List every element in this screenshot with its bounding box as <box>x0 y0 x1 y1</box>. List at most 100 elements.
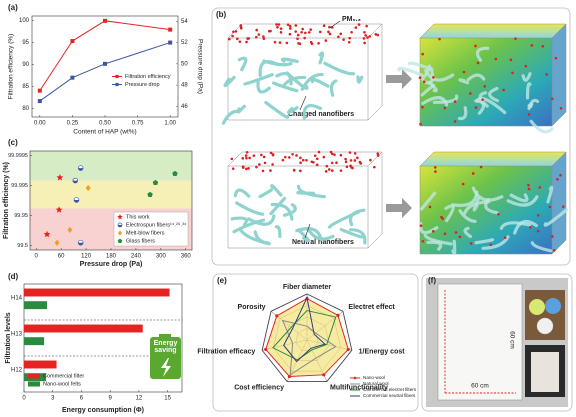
particle <box>536 229 540 233</box>
point <box>336 313 340 317</box>
particle <box>347 40 351 44</box>
y-tick-label: 99.5 <box>17 243 28 249</box>
fiber <box>300 73 324 91</box>
fiber-label: Neutral nanofibers <box>292 239 354 246</box>
particle <box>433 166 437 169</box>
y2-tick-label: 50 <box>181 61 188 67</box>
y2-tick-label: 48 <box>181 83 188 89</box>
point <box>168 27 173 32</box>
particle <box>245 167 248 171</box>
particle <box>550 97 554 101</box>
fiber <box>253 230 270 245</box>
point <box>103 61 107 66</box>
particle <box>327 30 330 34</box>
particle <box>527 183 530 187</box>
fiber <box>302 104 323 120</box>
particle <box>258 163 261 166</box>
point <box>73 197 80 203</box>
particle <box>301 158 305 162</box>
particle <box>245 151 249 154</box>
fiber <box>247 214 276 226</box>
particle <box>300 30 303 34</box>
particle <box>289 27 292 30</box>
x-tick-label: 0.75 <box>132 121 144 127</box>
fiber <box>474 238 495 245</box>
particle <box>419 224 423 228</box>
particle <box>231 167 235 170</box>
particle <box>269 29 272 33</box>
legend-label: Commercial neutral fibers <box>363 393 416 398</box>
particle <box>288 32 292 36</box>
particle <box>364 34 367 37</box>
particle <box>299 156 302 160</box>
point <box>77 239 84 246</box>
flow-field <box>552 24 566 126</box>
x-tick-label: 15 <box>164 396 171 402</box>
fiber <box>420 64 432 81</box>
particle <box>556 177 559 181</box>
particle <box>502 88 505 92</box>
particle <box>269 151 273 155</box>
point <box>287 374 292 379</box>
dimension-label: 60 cm <box>471 383 489 390</box>
legend-marker <box>117 214 123 220</box>
point <box>43 230 51 238</box>
particle <box>514 37 517 40</box>
particle <box>263 161 267 165</box>
fiber <box>349 228 367 245</box>
annotation: saving <box>154 347 176 354</box>
fiber <box>408 61 433 71</box>
fiber <box>232 218 266 234</box>
fiber <box>475 96 507 115</box>
radar-series <box>281 319 337 376</box>
particle <box>309 28 312 31</box>
point <box>168 40 173 45</box>
particle <box>428 205 432 209</box>
particle <box>354 26 358 29</box>
fiber <box>270 202 294 221</box>
pointer <box>329 20 341 29</box>
axis-label: Multifunctionality <box>330 385 388 392</box>
filter-panel <box>437 283 523 401</box>
particle <box>474 44 477 48</box>
x-tick-label: 0.50 <box>99 121 111 127</box>
flow-field <box>552 152 566 254</box>
y2-tick-label: 54 <box>181 19 188 25</box>
particle <box>296 37 299 41</box>
fiber <box>427 80 438 93</box>
fiber <box>235 201 265 216</box>
fiber <box>543 208 569 227</box>
particle <box>527 187 531 191</box>
particle <box>559 173 562 177</box>
particle <box>255 28 258 32</box>
y-axis-label: Filtration efficiency (%) <box>8 34 15 100</box>
particle <box>275 23 278 26</box>
particle <box>247 37 250 40</box>
point <box>85 184 91 192</box>
particle <box>299 161 302 165</box>
particle <box>327 168 331 171</box>
marker-half <box>74 199 79 203</box>
axis-label: Fiber diameter <box>283 284 332 291</box>
point <box>103 18 107 23</box>
fiber <box>463 226 473 239</box>
particle <box>271 163 274 166</box>
particle <box>511 71 514 75</box>
particle <box>344 160 348 164</box>
point <box>346 347 350 352</box>
point <box>322 373 326 377</box>
fiber <box>527 98 540 111</box>
particle <box>363 31 366 34</box>
particle <box>479 165 483 169</box>
particle <box>350 30 353 34</box>
particle <box>294 30 297 33</box>
fiber <box>356 75 364 84</box>
particle <box>373 165 376 169</box>
fiber <box>258 60 280 78</box>
legend-label: Nano-wool felts <box>43 381 81 387</box>
series-line <box>39 20 171 91</box>
particle <box>443 232 447 236</box>
point <box>67 226 73 234</box>
particle <box>325 164 329 168</box>
